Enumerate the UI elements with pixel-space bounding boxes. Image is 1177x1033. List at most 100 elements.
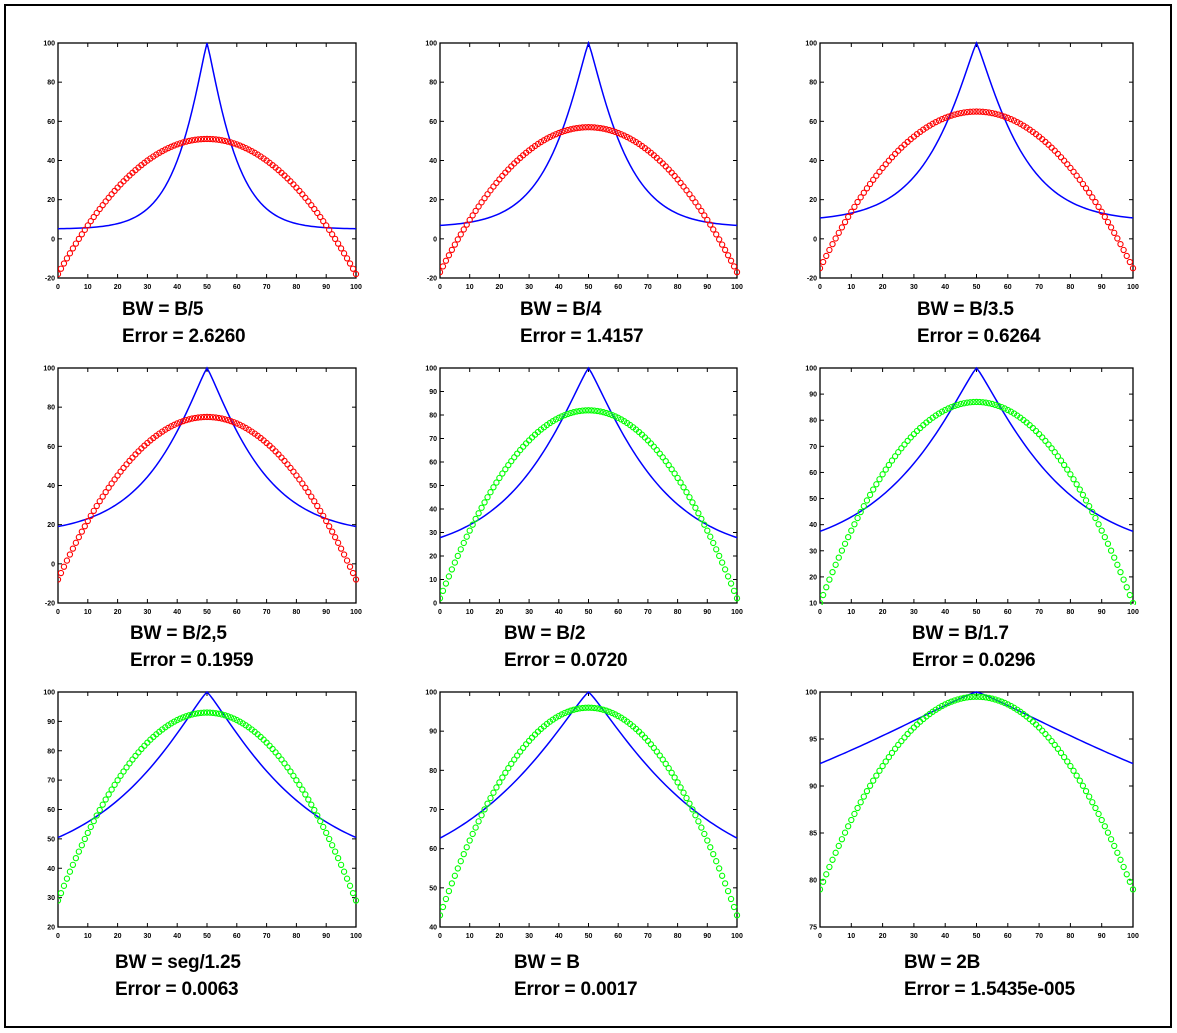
fit-marker xyxy=(582,407,589,414)
y-tick-label: 0 xyxy=(51,236,55,243)
fit-marker xyxy=(69,545,77,552)
fit-marker xyxy=(901,441,908,448)
axes-box xyxy=(439,42,738,279)
y-tick-label: 100 xyxy=(805,366,817,373)
fit-marker xyxy=(989,109,996,117)
fit-series xyxy=(440,124,741,276)
fit-marker xyxy=(570,125,577,132)
fit-marker xyxy=(1045,734,1052,741)
x-tick-label: 20 xyxy=(114,284,122,291)
fit-marker xyxy=(873,772,880,779)
y-tick-label: 75 xyxy=(809,925,817,932)
fit-marker xyxy=(576,705,583,712)
fit-series xyxy=(58,135,360,278)
fit-marker xyxy=(942,114,949,121)
fit-marker xyxy=(716,865,723,872)
fit-marker xyxy=(683,187,690,194)
fit-marker xyxy=(212,136,220,143)
fit-marker xyxy=(671,774,678,781)
fit-marker xyxy=(1051,449,1058,456)
fit-marker xyxy=(829,568,836,576)
fit-marker xyxy=(1054,150,1062,158)
plot-area xyxy=(820,366,1137,605)
x-tick-label: 90 xyxy=(703,284,711,291)
fit-marker xyxy=(472,824,479,831)
fit-marker xyxy=(976,693,983,700)
fit-marker xyxy=(609,127,616,135)
fit-marker xyxy=(331,235,339,243)
fit-marker xyxy=(200,135,208,143)
x-tick-label: 40 xyxy=(941,284,949,291)
fit-marker xyxy=(440,595,444,602)
fit-marker xyxy=(177,715,184,722)
x-tick-label: 100 xyxy=(350,609,362,616)
fit-marker xyxy=(239,143,246,150)
fit-marker xyxy=(185,416,193,423)
fit-marker xyxy=(597,408,604,415)
blue-series-line xyxy=(58,690,357,839)
x-tick-label: 70 xyxy=(263,933,271,940)
x-tick-label: 20 xyxy=(879,933,887,940)
fit-marker xyxy=(174,716,181,724)
fit-marker xyxy=(1060,753,1068,761)
fit-marker xyxy=(948,403,955,411)
fit-marker xyxy=(334,855,342,862)
fit-marker xyxy=(236,142,243,149)
fit-marker xyxy=(343,875,351,882)
fit-marker xyxy=(838,836,846,843)
fit-marker xyxy=(591,124,598,131)
x-tick-label: 100 xyxy=(731,284,743,291)
x-tick-label: 30 xyxy=(910,609,918,616)
fit-marker xyxy=(891,453,899,460)
x-tick-label: 50 xyxy=(973,284,981,291)
x-tick-label: 60 xyxy=(233,609,241,616)
fit-marker xyxy=(954,401,961,408)
x-tick-label: 50 xyxy=(585,609,593,616)
fit-marker xyxy=(979,108,986,115)
fit-marker xyxy=(653,748,660,755)
fit-marker xyxy=(932,118,939,126)
x-tick-label: 60 xyxy=(614,609,622,616)
fit-marker xyxy=(66,868,74,875)
x-tick-label: 40 xyxy=(173,609,181,616)
y-tick-label: 20 xyxy=(809,197,817,204)
fit-marker xyxy=(206,709,214,716)
fit-marker xyxy=(505,765,512,772)
fit-marker xyxy=(457,858,464,865)
y-tick-label: 40 xyxy=(47,866,55,873)
panel-6-error-label: Error = 0.0296 xyxy=(912,650,1036,671)
fit-marker xyxy=(898,445,905,452)
fit-marker xyxy=(963,694,971,701)
fit-marker xyxy=(692,199,699,206)
fit-marker xyxy=(963,108,971,116)
fit-marker xyxy=(508,760,515,767)
fit-marker xyxy=(907,434,914,441)
fit-marker xyxy=(985,400,993,407)
fit-marker xyxy=(445,573,453,580)
fit-marker xyxy=(1098,527,1105,534)
fit-marker xyxy=(299,786,306,793)
fit-marker xyxy=(174,420,181,427)
fit-marker xyxy=(180,714,187,721)
fit-marker xyxy=(221,416,229,423)
x-tick-label: 90 xyxy=(703,609,711,616)
fit-marker xyxy=(985,109,993,116)
y-tick-label: 10 xyxy=(429,577,437,584)
fit-marker xyxy=(662,760,669,767)
fit-marker xyxy=(845,213,852,221)
fit-marker xyxy=(99,493,106,500)
fit-marker xyxy=(567,126,574,133)
fit-marker xyxy=(212,710,220,717)
fit-marker xyxy=(829,240,836,248)
x-tick-label: 40 xyxy=(555,284,563,291)
fit-marker xyxy=(612,413,619,420)
x-tick-label: 10 xyxy=(466,284,474,291)
fit-marker xyxy=(293,777,300,784)
fit-marker xyxy=(992,696,999,703)
fit-marker xyxy=(888,154,896,161)
fit-marker xyxy=(662,457,669,465)
fit-marker xyxy=(460,539,467,547)
y-tick-label: 40 xyxy=(47,483,55,490)
y-tick-label: 0 xyxy=(813,236,817,243)
fit-marker xyxy=(1064,466,1071,473)
